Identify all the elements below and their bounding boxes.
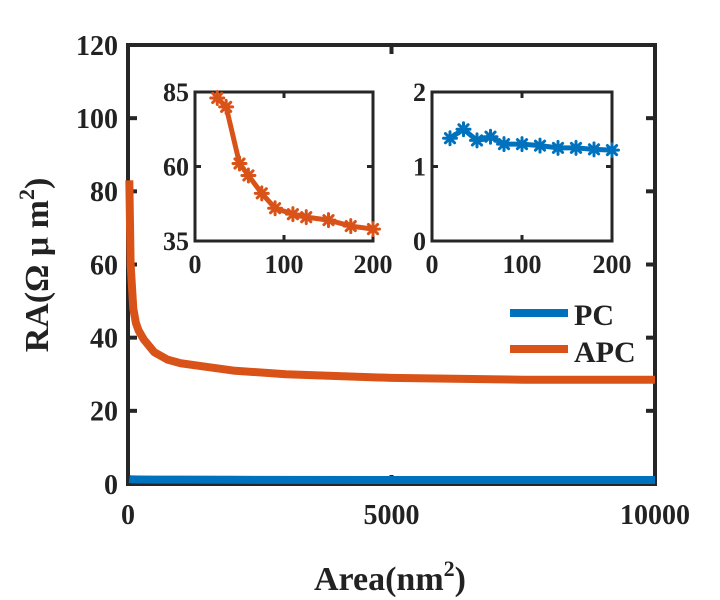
main-y-tick-label: 40 [90, 323, 118, 354]
inset-apc-point-apc [231, 155, 248, 172]
inset-pc-point-pc [532, 137, 548, 154]
inset-pc-point-pc [469, 132, 485, 149]
inset-pc-point-pc [550, 139, 566, 156]
inset-apc-x-tick-label: 200 [354, 250, 393, 279]
inset-pc-x-tick-label: 0 [426, 250, 439, 279]
inset-pc-plot: 0 100 200 0 1 2 [413, 78, 632, 279]
inset-pc-point-pc [604, 142, 620, 159]
main-y-tick-label: 120 [76, 31, 118, 62]
inset-apc-x-tick-label: 100 [265, 250, 304, 279]
main-series-pc [126, 475, 655, 484]
inset-apc-y-tick-label: 60 [163, 153, 189, 182]
inset-apc-plot: 0 100 200 35 60 85 [163, 78, 393, 279]
x-axis-title: Area(nm2) [314, 556, 466, 598]
main-x-tick-label: 10000 [620, 500, 690, 531]
inset-apc-point-apc [253, 185, 270, 202]
y-axis-title: RA(Ω μ m2) [14, 178, 56, 353]
inset-apc-point-apc [365, 221, 381, 238]
main-y-tick-label: 100 [76, 104, 118, 135]
inset-pc-y-tick-label: 1 [413, 153, 426, 182]
main-y-tick-label: 80 [90, 177, 118, 208]
inset-apc-y-tick-label: 35 [163, 227, 189, 256]
main-series-apc [125, 180, 655, 384]
inset-pc-point-pc [586, 141, 602, 158]
inset-pc-point-pc [568, 139, 584, 156]
main-y-tick-label: 0 [104, 470, 118, 501]
inset-pc-point-pc [482, 128, 499, 145]
main-y-tick-label: 20 [90, 397, 118, 428]
inset-pc-point-pc [514, 136, 530, 153]
inset-apc-x-tick-label: 0 [189, 250, 202, 279]
inset-apc-point-apc [342, 218, 359, 235]
main-y-tick-label: 60 [90, 250, 118, 281]
main-x-tick-label: 5000 [364, 500, 420, 531]
legend: PC APC [510, 299, 636, 369]
inset-pc-y-tick-label: 2 [413, 78, 426, 107]
inset-apc-point-apc [209, 89, 226, 106]
inset-apc-y-tick-label: 85 [163, 78, 189, 107]
legend-label-pc: PC [574, 299, 614, 332]
inset-apc-point-apc [267, 200, 284, 217]
inset-pc-x-tick-label: 100 [503, 250, 542, 279]
inset-pc-x-tick-label: 200 [593, 250, 632, 279]
inset-pc-point-pc [455, 121, 472, 138]
main-x-tick-label: 0 [121, 500, 135, 531]
inset-apc-point-apc [284, 206, 301, 223]
legend-label-apc: APC [574, 336, 636, 369]
inset-apc-point-apc [218, 98, 235, 115]
inset-pc-point-pc [496, 136, 512, 153]
inset-pc-point-pc [442, 130, 458, 147]
inset-pc-y-tick-label: 0 [413, 227, 426, 256]
inset-apc-point-apc [240, 167, 257, 184]
inset-pc-axes-frame [430, 90, 614, 243]
inset-apc-point-apc [298, 209, 315, 226]
inset-apc-point-apc [320, 212, 337, 229]
inset-apc-axes-frame [193, 90, 375, 243]
